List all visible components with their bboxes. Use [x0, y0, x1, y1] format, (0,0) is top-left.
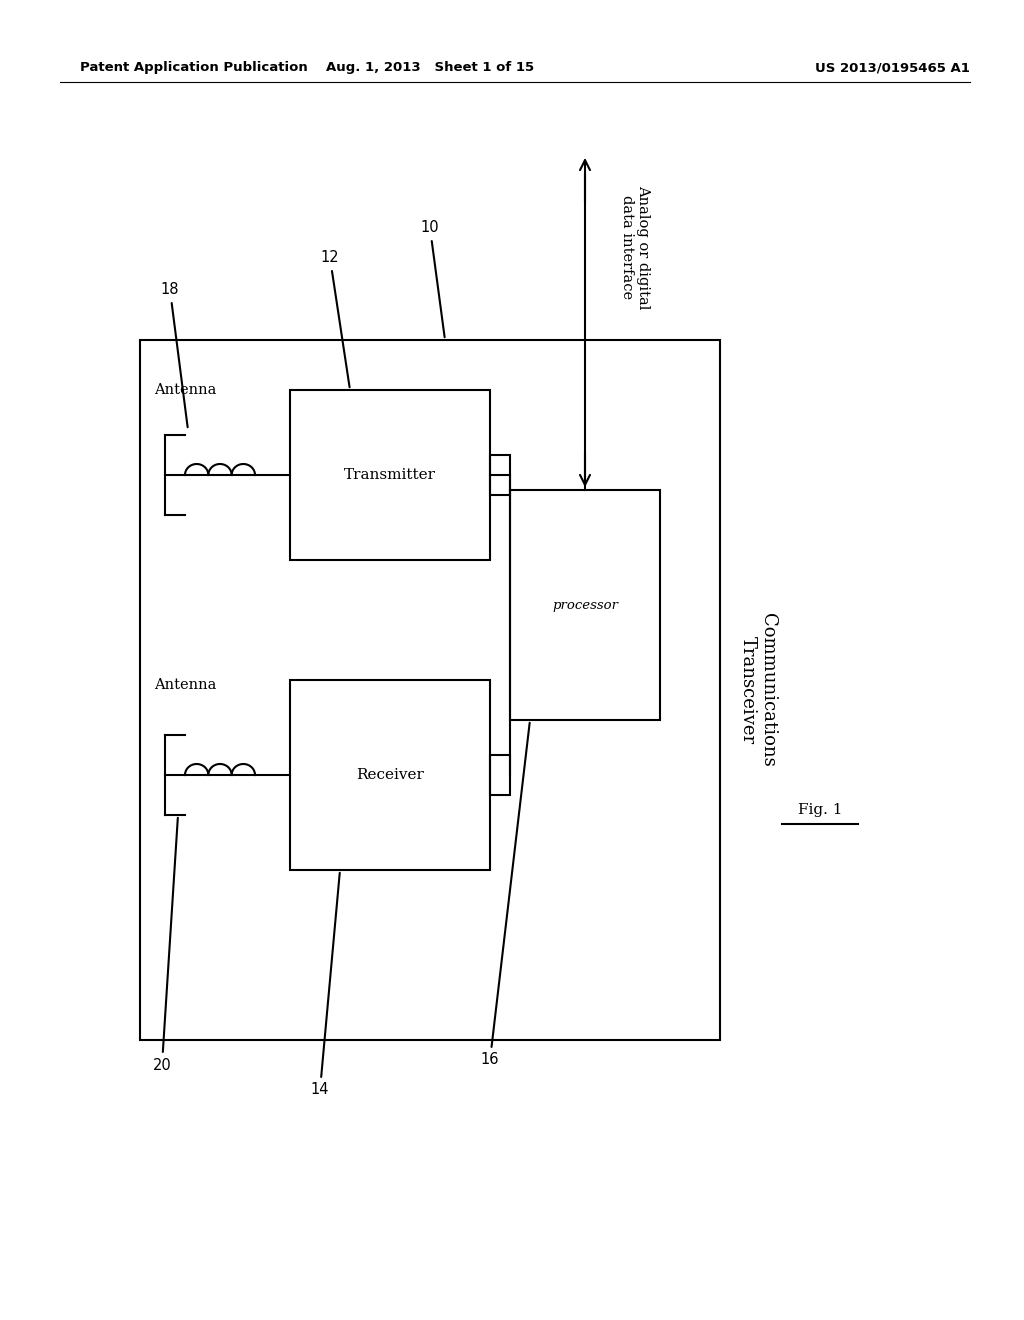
Text: 14: 14 [310, 873, 340, 1097]
Bar [490, 455, 510, 495]
Text: Antenna: Antenna [154, 383, 216, 397]
Text: Analog or digital
data interface: Analog or digital data interface [620, 185, 650, 310]
Text: processor: processor [552, 598, 618, 611]
Bar [490, 755, 510, 795]
Text: 16: 16 [480, 723, 529, 1068]
Bar [290, 389, 490, 560]
Text: Communications
Transceiver: Communications Transceiver [738, 612, 777, 767]
Bar [290, 680, 490, 870]
Text: US 2013/0195465 A1: US 2013/0195465 A1 [815, 62, 970, 74]
Text: 10: 10 [421, 220, 444, 337]
Text: Fig. 1: Fig. 1 [798, 803, 843, 817]
Text: 12: 12 [321, 251, 349, 387]
Text: Aug. 1, 2013   Sheet 1 of 15: Aug. 1, 2013 Sheet 1 of 15 [326, 62, 535, 74]
Bar [510, 490, 660, 719]
Text: Receiver: Receiver [356, 768, 424, 781]
Text: 20: 20 [153, 818, 178, 1072]
Bar [140, 341, 720, 1040]
Text: 18: 18 [161, 282, 187, 428]
Text: Antenna: Antenna [154, 678, 216, 692]
Text: Transmitter: Transmitter [344, 469, 436, 482]
Text: Patent Application Publication: Patent Application Publication [80, 62, 308, 74]
